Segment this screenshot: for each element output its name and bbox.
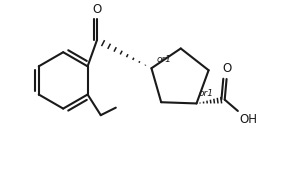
Text: O: O [222,62,231,75]
Text: OH: OH [240,113,258,126]
Text: or1: or1 [198,89,213,98]
Text: O: O [92,3,102,16]
Text: or1: or1 [156,56,171,64]
